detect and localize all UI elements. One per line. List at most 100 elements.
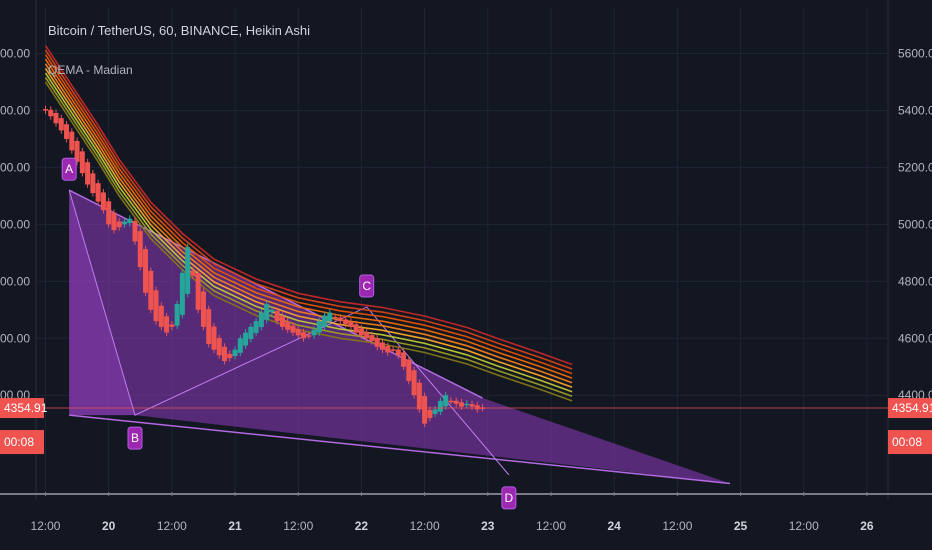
candle-body [243,332,249,346]
candle-body [211,326,217,350]
candle-body [458,402,464,407]
time-tick-label: 26 [860,519,874,533]
candlestick-series [42,105,486,428]
candle-body [258,312,264,328]
candle-body [222,346,228,362]
candle-body [448,400,454,403]
time-tick-label: 23 [481,519,495,533]
bar-countdown-tag [888,430,932,455]
candle-body [379,342,385,350]
candle-body [332,316,338,319]
candle-body [153,290,159,322]
time-tick-label: 12:00 [30,519,60,533]
badge-label: C [362,279,371,293]
time-axis[interactable]: 12:00 20 12:00 21 12:00 22 12:00 23 12:00 24 12:00… [30,492,874,533]
candle-body [406,359,412,381]
price-tick-label: 5200.00 [0,160,30,174]
pattern-lower-line [69,414,731,485]
badge-label: D [505,491,514,505]
candle-body [364,331,370,339]
candle-body [74,140,80,162]
candle-body [432,409,438,414]
candle-body [169,324,175,327]
candle-body [469,404,475,407]
time-tick-label: 12:00 [789,519,819,533]
candle-body [237,338,243,353]
candle-body [111,212,117,231]
candle-body [290,325,296,333]
price-axis-left[interactable]: 5600.00 5400.00 5200.00 5000.00 4800.00 4600.… [0,47,30,403]
candle-body [121,221,127,225]
qema-line-3 [44,54,573,375]
price-tags: 4354.91 00:08 4354.91 00:08 [0,398,932,455]
candle-body [85,162,91,185]
candle-body [64,124,70,139]
candle-body [69,131,75,151]
candle-body [185,247,191,294]
candle-body [322,315,328,327]
badge-box [61,157,77,181]
candle-body [374,338,380,347]
candle-body [232,349,238,357]
candle-body [48,109,54,117]
candle-body [348,321,354,327]
candle-body [253,321,259,333]
price-tick-label: 5400.00 [898,103,932,117]
candle-body [343,319,349,325]
time-tick-label: 12:00 [662,519,692,533]
candle-body [306,335,312,337]
candle-body [248,326,254,340]
candle-body [316,321,322,333]
candle-body [311,329,317,336]
candle-body [174,304,180,326]
candle-body [411,370,417,396]
candle-body [464,403,470,406]
candle-body [179,272,185,315]
candle-body [90,173,96,194]
candle-body [148,270,154,310]
pattern-point-d: D [501,486,517,510]
candle-body [301,332,307,339]
time-tick-label: 12:00 [410,519,440,533]
candle-body [164,316,170,333]
badge-box [127,426,143,450]
candle-body [42,109,48,111]
candle-body [137,231,143,268]
qema-line-2 [44,49,573,370]
badge-box [359,274,375,298]
candle-body [337,317,343,322]
candle-body [390,349,396,351]
price-tick-label: 4600.00 [898,331,932,345]
candle-body [132,220,138,242]
price-tick-label: 5600.00 [0,47,30,61]
candle-body [53,112,59,124]
pattern-abcd-path [68,190,510,476]
candle-body [422,396,428,424]
candle-body [279,316,285,327]
price-axis-right[interactable]: 5600.00 5400.00 5200.00 5000.00 4800.00 4600.… [898,47,932,403]
time-tick-label: 12:00 [536,519,566,533]
candle-body [395,349,401,356]
qema-line-1 [44,45,573,366]
time-tick-label: 12:00 [283,519,313,533]
candle-body [58,118,64,131]
time-tick-label: 22 [355,519,369,533]
last-price-tag [0,398,44,419]
price-tick-label: 4800.00 [898,274,932,288]
qema-ribbon [44,45,573,402]
time-tick-label: 21 [228,519,242,533]
candle-body [416,382,422,410]
badge-label: B [131,431,139,445]
candle-body [274,310,280,322]
pattern-point-b: B [127,426,143,450]
candle-body [269,309,275,312]
pattern-point-a: A [61,157,77,181]
price-tick-label: 5200.00 [898,160,932,174]
last-price-tag-label: 4354.91 [4,401,48,415]
qema-line-4 [44,58,573,379]
badge-box [501,486,517,510]
candle-body [453,400,459,404]
time-tick-label: 25 [734,519,748,533]
candle-body [358,328,364,336]
